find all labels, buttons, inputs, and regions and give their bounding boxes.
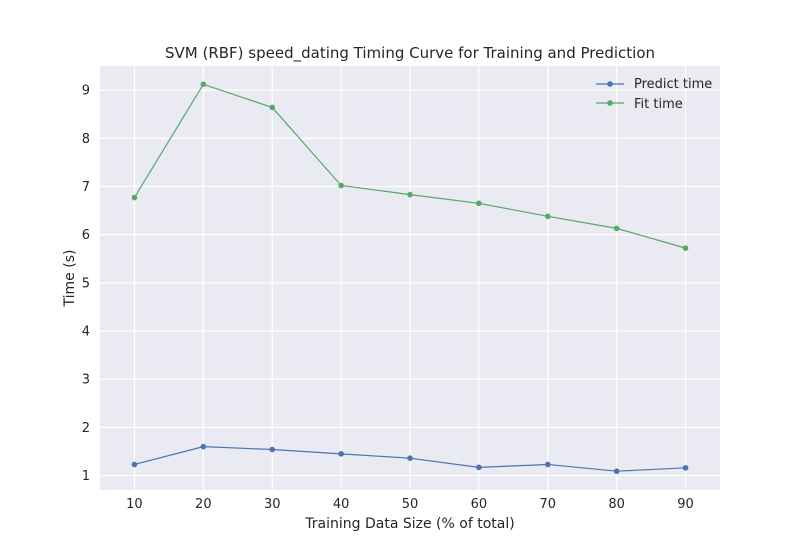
legend: Predict time Fit time (596, 77, 712, 112)
y-tick-label: 6 (82, 228, 90, 243)
y-tick-labels: 1 2 3 4 5 6 7 8 9 (82, 84, 90, 484)
data-point-fit-time (682, 245, 689, 251)
x-tick-label: 60 (471, 497, 488, 512)
y-tick-label: 7 (82, 180, 90, 195)
data-point-predict-time (338, 451, 344, 457)
data-point-fit-time (613, 225, 620, 232)
x-tick-label: 30 (264, 497, 281, 512)
data-point-fit-time (131, 194, 138, 201)
y-tick-label: 1 (82, 469, 90, 484)
y-tick-label: 9 (82, 84, 90, 99)
x-tick-label: 70 (540, 497, 557, 512)
data-point-fit-time (544, 213, 551, 220)
series-layer (131, 81, 689, 475)
data-point-predict-time (544, 461, 551, 468)
y-tick-label: 4 (82, 325, 90, 340)
data-point-predict-time (200, 443, 207, 450)
data-point-predict-time (682, 465, 689, 471)
x-tick-label: 20 (195, 497, 212, 512)
x-tick-label: 50 (402, 497, 419, 512)
data-point-predict-time (613, 468, 620, 475)
y-tick-label: 8 (82, 132, 90, 147)
y-tick-label: 5 (82, 276, 90, 291)
legend-entry-fit-time: Fit time (596, 97, 683, 112)
y-tick-label: 2 (82, 421, 90, 436)
data-point-predict-time (269, 446, 276, 453)
x-tick-label: 10 (126, 497, 143, 512)
x-tick-labels: 10 20 30 40 50 60 70 80 90 (126, 497, 694, 512)
data-point-fit-time (269, 104, 276, 111)
legend-entry-predict-time: Predict time (596, 77, 712, 92)
x-tick-label: 80 (608, 497, 625, 512)
y-axis-label: Time (s) (62, 250, 78, 308)
data-point-fit-time (407, 191, 413, 198)
legend-label-fit-time: Fit time (634, 97, 683, 112)
data-point-predict-time (476, 464, 482, 471)
data-point-predict-time (131, 461, 138, 468)
data-point-fit-time (338, 182, 344, 189)
chart-title: SVM (RBF) speed_dating Timing Curve for … (165, 44, 655, 63)
x-axis-label: Training Data Size (% of total) (304, 516, 514, 532)
data-point-fit-time (200, 81, 207, 88)
x-tick-label: 90 (677, 497, 694, 512)
legend-label-predict-time: Predict time (634, 77, 712, 92)
data-point-predict-time (407, 455, 413, 462)
data-point-fit-time (476, 200, 482, 207)
x-tick-label: 40 (333, 497, 350, 512)
y-tick-label: 3 (82, 373, 90, 388)
grid-lines (100, 66, 720, 490)
